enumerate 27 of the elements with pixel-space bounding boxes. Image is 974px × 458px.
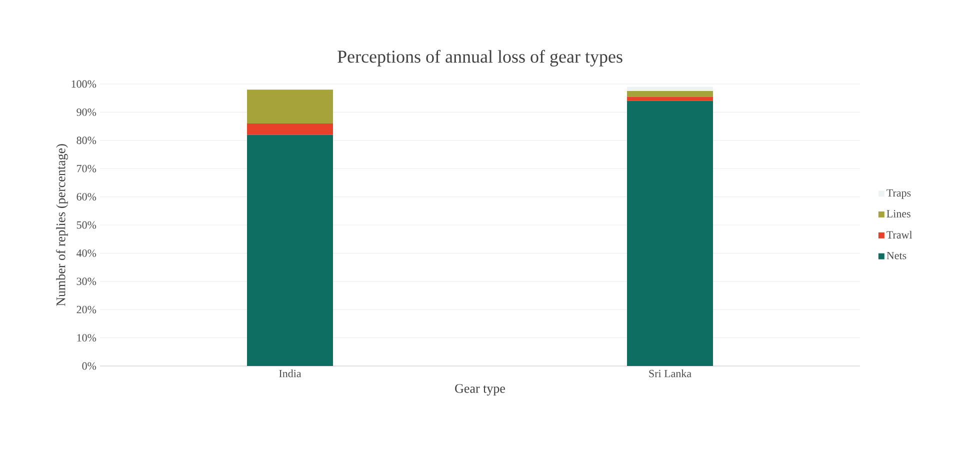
y-tick-label: 20% [76, 306, 96, 314]
y-tick-label: 0% [82, 362, 96, 370]
bar [247, 90, 334, 124]
legend-label: Traps [886, 189, 911, 199]
bar [627, 91, 714, 97]
legend-label: Nets [886, 252, 906, 260]
bar [627, 86, 714, 92]
y-tick-label: 40% [76, 249, 96, 257]
bar [247, 123, 334, 135]
y-tick-label: 60% [76, 193, 96, 201]
bar [247, 134, 334, 366]
x-tick-label: India [279, 370, 302, 378]
y-tick-label: 90% [76, 108, 96, 116]
x-axis-title: Gear type [455, 384, 505, 396]
y-tick-label: 50% [76, 221, 96, 229]
bar [627, 96, 714, 101]
x-tick-label: Sri Lanka [649, 370, 692, 378]
y-axis-title: Number of replies (percentage) [56, 144, 68, 306]
chart-title: Perceptions of annual loss of gear types [338, 50, 622, 66]
bar [627, 100, 714, 366]
legend-label: Lines [886, 210, 910, 218]
y-tick-label: 10% [77, 334, 96, 342]
y-tick-label: 30% [76, 278, 96, 286]
y-tick-label: 80% [76, 136, 96, 144]
y-tick-label: 100% [72, 80, 96, 88]
legend-label: Trawl [886, 230, 912, 239]
y-tick-label: 70% [77, 164, 96, 172]
